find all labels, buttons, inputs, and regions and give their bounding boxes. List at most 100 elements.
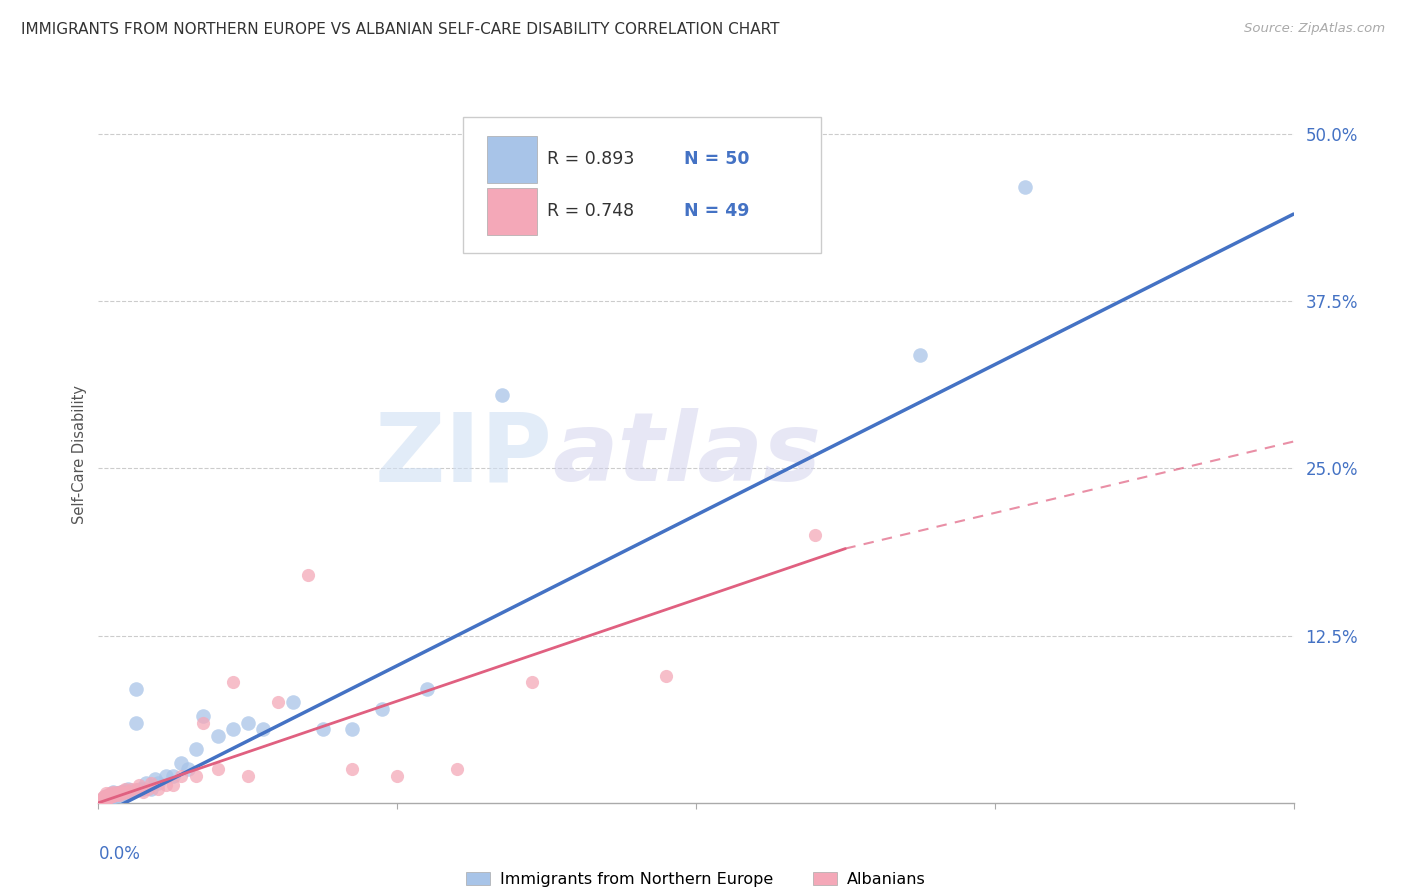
Point bbox=[139, 775, 162, 790]
Point bbox=[96, 792, 118, 806]
Point bbox=[804, 528, 827, 542]
Point bbox=[125, 715, 148, 730]
Point bbox=[114, 782, 136, 797]
Y-axis label: Self-Care Disability: Self-Care Disability bbox=[72, 385, 87, 524]
Point bbox=[103, 789, 125, 803]
Point bbox=[94, 792, 117, 806]
Point bbox=[252, 723, 274, 737]
Point bbox=[97, 789, 120, 803]
Point bbox=[139, 782, 162, 797]
Point bbox=[297, 568, 319, 582]
Point bbox=[908, 348, 931, 362]
Point bbox=[311, 723, 333, 737]
Text: atlas: atlas bbox=[553, 409, 821, 501]
Point bbox=[184, 742, 207, 756]
Text: R = 0.893: R = 0.893 bbox=[547, 150, 634, 169]
Point bbox=[162, 769, 184, 783]
Point bbox=[520, 675, 543, 690]
Text: Source: ZipAtlas.com: Source: ZipAtlas.com bbox=[1244, 22, 1385, 36]
Point bbox=[104, 788, 127, 802]
FancyBboxPatch shape bbox=[486, 188, 537, 235]
Point bbox=[117, 782, 139, 797]
Point bbox=[416, 681, 439, 696]
Point bbox=[162, 778, 184, 793]
Point bbox=[101, 789, 124, 803]
Point bbox=[96, 789, 118, 803]
Point bbox=[91, 790, 114, 805]
Point bbox=[148, 775, 170, 790]
Point bbox=[191, 708, 214, 723]
Point bbox=[112, 787, 135, 801]
Point bbox=[236, 715, 259, 730]
Point bbox=[94, 789, 117, 803]
Point bbox=[120, 785, 142, 799]
Point bbox=[148, 782, 170, 797]
Point bbox=[107, 785, 129, 799]
Point bbox=[125, 681, 148, 696]
Point bbox=[98, 790, 122, 805]
Point bbox=[446, 762, 468, 776]
Text: ZIP: ZIP bbox=[374, 409, 553, 501]
Point bbox=[267, 696, 290, 710]
Point bbox=[128, 778, 150, 793]
Point bbox=[97, 788, 120, 802]
Point bbox=[207, 729, 229, 743]
Point bbox=[110, 789, 132, 803]
Point bbox=[222, 723, 245, 737]
Text: 0.0%: 0.0% bbox=[98, 845, 141, 863]
Point bbox=[110, 785, 132, 799]
Point bbox=[93, 789, 115, 803]
FancyBboxPatch shape bbox=[486, 136, 537, 183]
Point bbox=[132, 782, 155, 797]
Point bbox=[342, 723, 364, 737]
Point bbox=[655, 669, 678, 683]
Point bbox=[105, 787, 128, 801]
Point bbox=[169, 769, 191, 783]
Point bbox=[281, 696, 304, 710]
Point bbox=[191, 715, 214, 730]
Point bbox=[112, 784, 135, 797]
Point bbox=[93, 793, 115, 807]
Point bbox=[96, 790, 118, 805]
Point bbox=[94, 787, 117, 801]
Point bbox=[169, 756, 191, 770]
Point bbox=[222, 675, 245, 690]
Point bbox=[236, 769, 259, 783]
Point bbox=[491, 388, 513, 402]
Text: N = 50: N = 50 bbox=[685, 150, 749, 169]
Point bbox=[117, 787, 139, 801]
Legend: Immigrants from Northern Europe, Albanians: Immigrants from Northern Europe, Albania… bbox=[460, 865, 932, 892]
Point bbox=[385, 769, 409, 783]
Point bbox=[91, 792, 114, 806]
Point bbox=[120, 782, 142, 797]
Point bbox=[90, 793, 112, 807]
Point bbox=[94, 789, 117, 803]
Point bbox=[342, 762, 364, 776]
Point bbox=[155, 778, 177, 793]
FancyBboxPatch shape bbox=[463, 118, 821, 253]
Point bbox=[107, 787, 129, 801]
Point bbox=[101, 790, 124, 805]
Point bbox=[103, 789, 125, 803]
Point bbox=[98, 790, 122, 805]
Point bbox=[114, 787, 136, 801]
Point bbox=[125, 782, 148, 797]
Point bbox=[97, 790, 120, 805]
Point bbox=[136, 782, 159, 797]
Point bbox=[129, 782, 152, 797]
Point bbox=[98, 787, 122, 801]
Point bbox=[103, 785, 125, 799]
Point bbox=[184, 769, 207, 783]
Point bbox=[371, 702, 394, 716]
Point bbox=[117, 785, 139, 799]
Point bbox=[98, 788, 122, 802]
Point bbox=[93, 792, 115, 806]
Text: R = 0.748: R = 0.748 bbox=[547, 202, 634, 220]
Point bbox=[1014, 180, 1036, 194]
Point bbox=[111, 784, 134, 797]
Point bbox=[132, 785, 155, 799]
Point bbox=[91, 792, 114, 806]
Text: IMMIGRANTS FROM NORTHERN EUROPE VS ALBANIAN SELF-CARE DISABILITY CORRELATION CHA: IMMIGRANTS FROM NORTHERN EUROPE VS ALBAN… bbox=[21, 22, 779, 37]
Point bbox=[97, 792, 120, 806]
Point bbox=[108, 788, 131, 802]
